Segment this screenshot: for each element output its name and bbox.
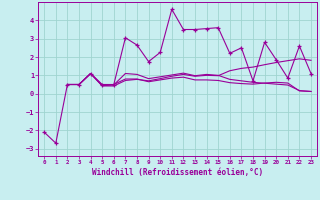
X-axis label: Windchill (Refroidissement éolien,°C): Windchill (Refroidissement éolien,°C) (92, 168, 263, 177)
